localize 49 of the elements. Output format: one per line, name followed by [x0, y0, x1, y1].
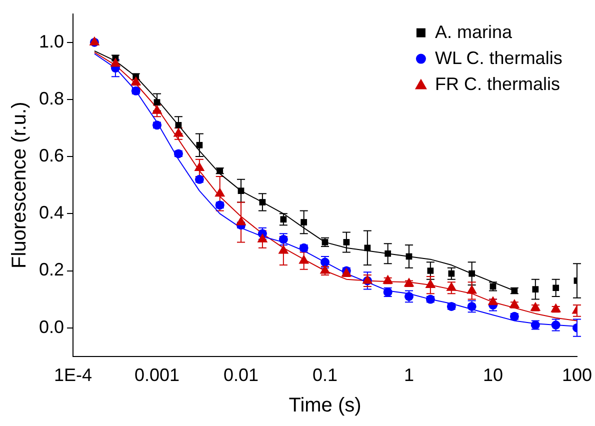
point — [530, 302, 541, 311]
point — [382, 274, 394, 284]
point — [300, 219, 308, 226]
point — [259, 199, 266, 206]
y-tick-label: 0.2 — [38, 260, 64, 280]
legend-label: A. marina — [434, 22, 513, 42]
y-axis-title: Fluorescence (r.u.) — [8, 102, 31, 268]
point — [425, 279, 436, 288]
x-tick-label: 1E-4 — [54, 365, 92, 386]
point — [236, 216, 246, 226]
point — [509, 299, 520, 308]
x-axis-title: Time (s) — [288, 394, 362, 417]
y-tick-label: 0.6 — [38, 146, 64, 166]
point — [194, 162, 205, 171]
y-tick-label: 0.4 — [38, 202, 64, 223]
x-tick-label: 0.1 — [312, 365, 338, 386]
x-tick-label: 1 — [404, 365, 414, 386]
point — [466, 284, 478, 294]
point — [257, 233, 268, 242]
point — [238, 188, 244, 194]
point — [552, 284, 560, 292]
legend-label: FR C. thermalis — [434, 74, 560, 94]
point — [488, 296, 498, 306]
point — [427, 268, 434, 274]
point — [175, 122, 182, 128]
point — [343, 239, 350, 246]
x-tick-label: 0.01 — [223, 365, 259, 386]
point — [532, 286, 539, 292]
legend-label: WL C. thermalis — [434, 48, 562, 68]
point — [173, 128, 184, 137]
y-tick-label: 0.8 — [38, 88, 64, 108]
point — [468, 270, 476, 277]
point — [214, 188, 226, 197]
point — [154, 99, 160, 106]
point — [298, 254, 310, 264]
point — [110, 58, 121, 67]
x-tick-label: 0.001 — [134, 365, 180, 386]
x-tick-label: 10 — [482, 365, 504, 386]
point — [550, 303, 562, 312]
point — [278, 244, 289, 254]
point — [446, 282, 457, 291]
point — [404, 278, 414, 287]
point — [196, 142, 203, 148]
point — [364, 244, 371, 252]
point — [130, 76, 142, 86]
y-tick-label: 0.0 — [38, 316, 64, 337]
point — [384, 250, 392, 257]
y-tick-label: 1.0 — [38, 31, 64, 52]
x-tick-label: 100 — [562, 365, 592, 386]
